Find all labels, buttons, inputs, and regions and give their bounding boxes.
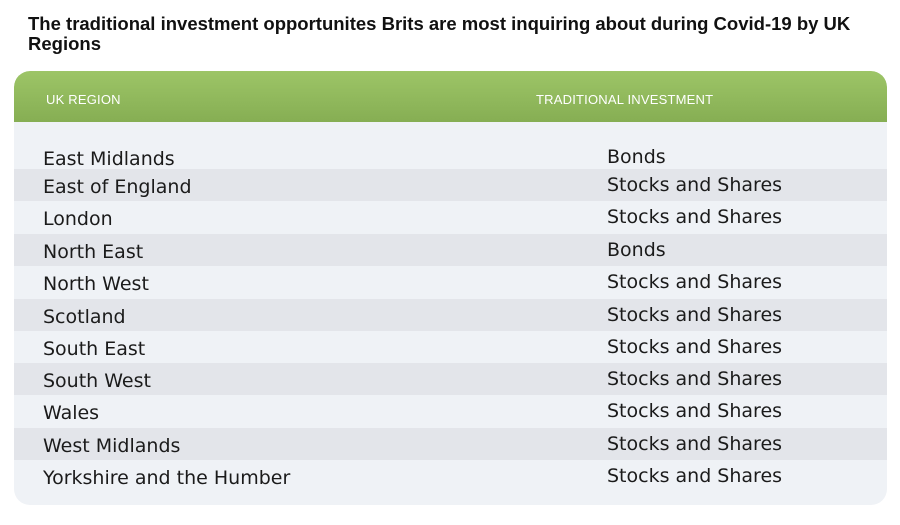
region-cell: Scotland bbox=[43, 306, 126, 328]
region-cell: Yorkshire and the Humber bbox=[43, 467, 291, 489]
investment-cell: Stocks and Shares bbox=[607, 433, 783, 455]
table-row: East Midlands Bonds bbox=[14, 141, 887, 173]
investment-cell: Stocks and Shares bbox=[607, 304, 783, 326]
region-cell: North West bbox=[43, 273, 149, 295]
table-row: Wales Stocks and Shares bbox=[14, 395, 887, 427]
table-body: East Midlands Bonds East of England Stoc… bbox=[14, 71, 887, 505]
investment-cell: Stocks and Shares bbox=[607, 465, 783, 487]
table-row: North East Bonds bbox=[14, 234, 887, 266]
table-row: East of England Stocks and Shares bbox=[14, 169, 887, 201]
column-header-uk-region: UK REGION bbox=[46, 92, 121, 107]
table-row: North West Stocks and Shares bbox=[14, 266, 887, 298]
table-row: Scotland Stocks and Shares bbox=[14, 299, 887, 331]
region-cell: East of England bbox=[43, 176, 192, 198]
region-cell: North East bbox=[43, 241, 144, 263]
region-cell: South West bbox=[43, 370, 151, 392]
investment-table: East Midlands Bonds East of England Stoc… bbox=[14, 71, 887, 505]
region-cell: London bbox=[43, 208, 113, 230]
investment-cell: Bonds bbox=[607, 239, 666, 261]
investment-cell: Stocks and Shares bbox=[607, 336, 783, 358]
region-cell: South East bbox=[43, 338, 146, 360]
investment-cell: Stocks and Shares bbox=[607, 368, 783, 390]
table-row: South West Stocks and Shares bbox=[14, 363, 887, 395]
investment-cell: Stocks and Shares bbox=[607, 271, 783, 293]
table-row: London Stocks and Shares bbox=[14, 201, 887, 233]
region-cell: Wales bbox=[43, 402, 100, 424]
investment-cell: Stocks and Shares bbox=[607, 400, 783, 422]
region-cell: West Midlands bbox=[43, 435, 181, 457]
investment-cell: Stocks and Shares bbox=[607, 206, 783, 228]
page-title: The traditional investment opportunites … bbox=[28, 13, 851, 54]
table-row: Yorkshire and the Humber Stocks and Shar… bbox=[14, 460, 887, 492]
region-cell: East Midlands bbox=[43, 148, 175, 170]
table-row: South East Stocks and Shares bbox=[14, 331, 887, 363]
table-row: West Midlands Stocks and Shares bbox=[14, 428, 887, 460]
column-header-traditional-investment: TRADITIONAL INVESTMENT bbox=[536, 92, 714, 107]
investment-cell: Bonds bbox=[607, 146, 666, 168]
table-header: UK REGION TRADITIONAL INVESTMENT bbox=[14, 71, 887, 122]
investment-cell: Stocks and Shares bbox=[607, 174, 783, 196]
